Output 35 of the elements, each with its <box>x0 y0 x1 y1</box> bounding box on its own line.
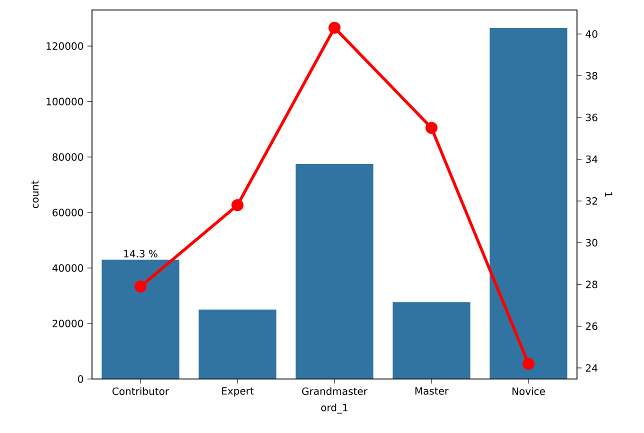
bar <box>490 28 568 379</box>
point <box>328 22 341 34</box>
x-tick-label: Grandmaster <box>302 387 368 396</box>
point <box>522 358 535 370</box>
x-tick-label: Expert <box>222 387 254 397</box>
point <box>231 199 244 212</box>
y-tick-label: 80000 <box>52 153 84 161</box>
point <box>425 122 438 134</box>
bar <box>198 310 276 379</box>
x-axis-title: ord_1 <box>321 404 348 414</box>
point <box>134 280 147 293</box>
x-tick-label: Master <box>415 387 449 395</box>
y-tick-label: 40000 <box>52 264 84 272</box>
y2-tick-label: 34 <box>586 155 598 164</box>
y2-tick-label: 38 <box>586 72 598 80</box>
x-tick-label: Contributor <box>112 387 170 396</box>
y-tick-label: 20000 <box>52 320 84 328</box>
y-tick-label: 120000 <box>46 42 84 50</box>
y-tick-label: 60000 <box>52 208 84 216</box>
y-tick-label: 100000 <box>46 98 84 106</box>
y2-tick-label: 36 <box>586 114 598 122</box>
y2-tick-label: 32 <box>586 197 597 205</box>
y2-axis-title: 1 <box>604 192 612 197</box>
y2-tick-label: 26 <box>586 322 598 330</box>
y-tick-label: 0 <box>78 375 84 383</box>
annotation: 14.3 % <box>124 250 158 258</box>
y2-tick-label: 40 <box>586 30 598 38</box>
bar <box>296 164 374 379</box>
x-tick-label: Novice <box>512 387 545 396</box>
y2-tick-label: 30 <box>586 238 598 246</box>
bar <box>392 302 470 379</box>
y-axis-title: count <box>31 180 39 208</box>
y2-tick-label: 24 <box>586 364 598 372</box>
y2-tick-label: 28 <box>586 280 598 288</box>
bar <box>102 260 180 379</box>
